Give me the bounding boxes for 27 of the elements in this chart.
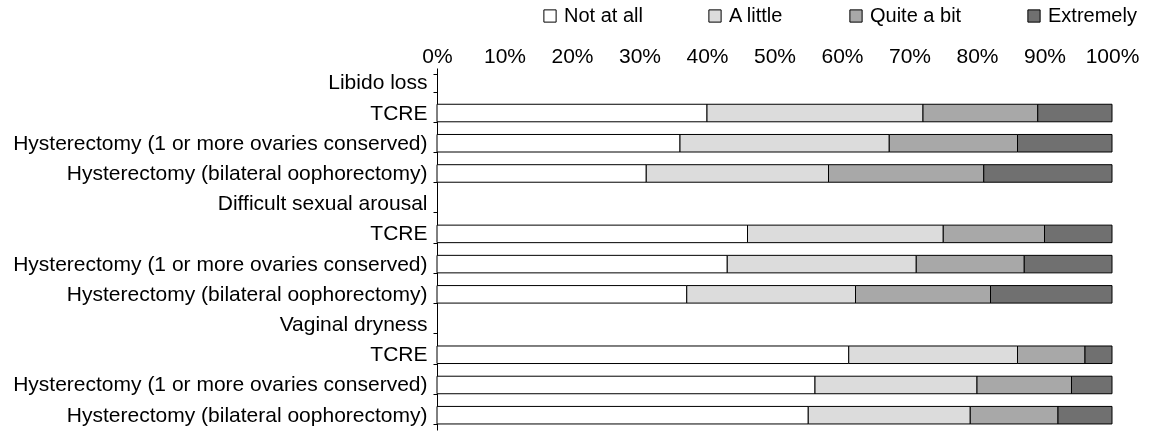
y-tick-label: Libido loss: [328, 70, 428, 94]
y-tick-label: Hysterectomy (bilateral oophorectomy): [66, 160, 428, 184]
y-tick-label: Hysterectomy (1 or more ovaries conserved): [13, 130, 428, 154]
x-tick-label: 90%: [1023, 43, 1067, 67]
y-tick-label: Difficult sexual arousal: [217, 191, 428, 215]
y-tick-label: Hysterectomy (1 or more ovaries conserved): [13, 372, 428, 396]
x-tick-label: 0%: [422, 43, 453, 67]
legend-label: Quite a bit: [870, 4, 962, 26]
x-tick-label: 50%: [753, 43, 797, 67]
y-tick-label: Hysterectomy (bilateral oophorectomy): [66, 281, 428, 305]
y-tick-label: Hysterectomy (bilateral oophorectomy): [66, 402, 428, 426]
x-tick-label: 60%: [821, 43, 864, 67]
y-tick-label: Vaginal dryness: [279, 312, 428, 336]
legend-label: A little: [729, 4, 783, 26]
x-tick-label: 30%: [618, 43, 662, 67]
legend-label: Extremely: [1048, 4, 1137, 26]
y-tick-label: Hysterectomy (1 or more ovaries conserved): [13, 251, 428, 275]
x-tick-label: 20%: [551, 43, 594, 67]
y-tick-label: TCRE: [370, 100, 428, 124]
y-tick-label: TCRE: [370, 221, 428, 245]
x-tick-label: 10%: [483, 43, 527, 67]
x-tick-label: 40%: [686, 43, 729, 67]
x-tick-label: 70%: [888, 43, 932, 67]
y-tick-label: TCRE: [370, 342, 428, 366]
legend-label: Not at all: [564, 4, 643, 26]
x-tick-label: 80%: [956, 43, 999, 67]
x-tick-label: 100%: [1085, 43, 1140, 67]
